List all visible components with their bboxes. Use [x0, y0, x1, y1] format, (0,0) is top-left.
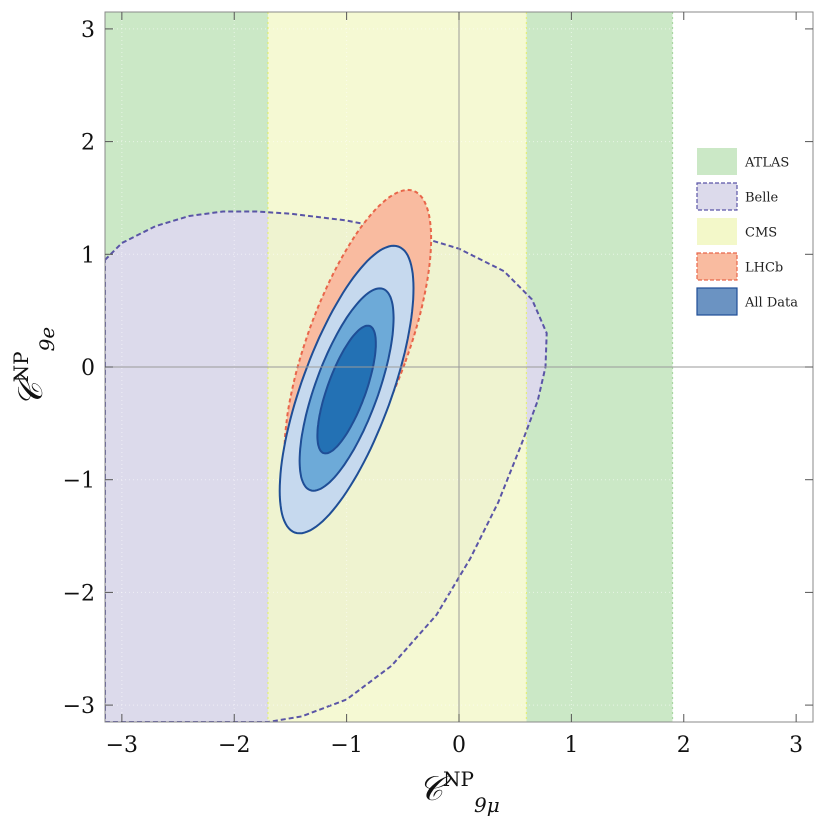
- tick-labels: −3 −2 −1 0 1 2 3 −3 −2 −1 0 1 2 3: [63, 12, 813, 758]
- y-tick-label: 1: [81, 243, 95, 268]
- legend: ATLAS Belle CMS LHCb All Data: [696, 148, 798, 316]
- legend-swatch: [697, 148, 737, 175]
- legend-label: All Data: [744, 296, 798, 311]
- y-tick-label: 2: [81, 131, 95, 156]
- legend-swatch: [696, 252, 738, 281]
- plot-area: [105, 12, 813, 722]
- legend-label: ATLAS: [744, 156, 789, 171]
- x-tick-label: 2: [677, 733, 691, 758]
- y-tick-label: 0: [81, 356, 95, 381]
- legend-item-belle: Belle: [696, 182, 779, 211]
- y-tick-label: 3: [81, 18, 95, 43]
- legend-swatch: [696, 287, 738, 316]
- legend-item-lhcb: LHCb: [696, 252, 783, 281]
- x-tick-label: 3: [789, 733, 803, 758]
- legend-swatch: [697, 218, 737, 245]
- x-tick-label: −3: [106, 733, 138, 758]
- x-axis-label: 𝒞NP9μ: [418, 767, 500, 817]
- x-tick-label: −2: [218, 733, 250, 758]
- legend-item-all-data: All Data: [696, 287, 798, 316]
- x-tick-label: 1: [564, 733, 578, 758]
- legend-label: CMS: [745, 226, 777, 241]
- belle-boundary: [105, 210, 548, 722]
- legend-item-atlas: ATLAS: [697, 148, 789, 175]
- all-data-contour-3: [316, 324, 377, 455]
- x-tick-label: 0: [452, 733, 466, 758]
- legend-item-cms: CMS: [697, 218, 777, 245]
- y-axis-label: 𝒞NP9e: [9, 327, 59, 407]
- legend-swatch: [696, 182, 738, 211]
- legend-label: Belle: [745, 191, 779, 206]
- legend-label: LHCb: [745, 261, 783, 276]
- x-tick-label: −1: [330, 733, 362, 758]
- y-tick-label: −1: [63, 469, 95, 494]
- y-tick-label: −3: [63, 694, 95, 719]
- y-tick-label: −2: [63, 581, 95, 606]
